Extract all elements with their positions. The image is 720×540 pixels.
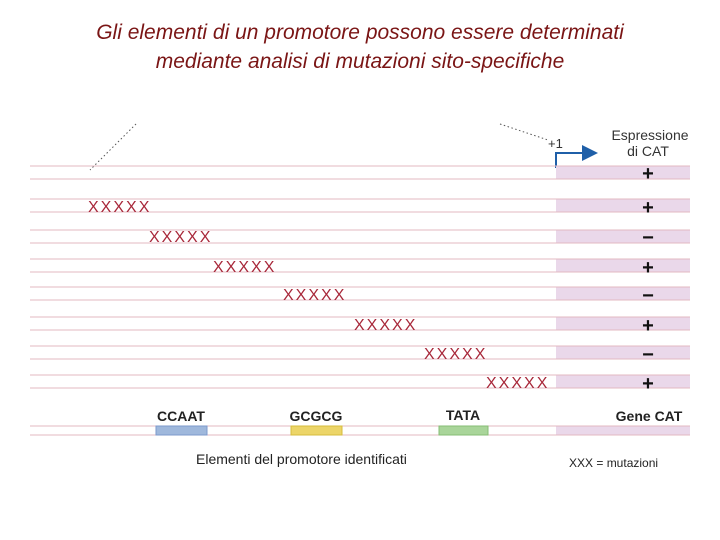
title-line-1: Gli elementi di un promotore possono ess… (96, 21, 624, 44)
gene-region (556, 375, 690, 388)
transcription-start-label: +1 (548, 136, 563, 151)
expression-result: − (642, 227, 654, 249)
expression-result: − (642, 285, 654, 307)
construct-row: XXXXX + (30, 197, 690, 219)
construct-row: + (30, 163, 690, 185)
gene-region (556, 259, 690, 272)
mutation-marker: XXXXX (88, 199, 151, 216)
construct-row: XXXXX + (30, 257, 690, 279)
expression-result: + (642, 373, 654, 395)
title-line-2: mediante analisi di mutazioni sito-speci… (155, 50, 565, 73)
expression-result: + (642, 197, 654, 219)
gene-region (556, 166, 690, 179)
caption: Elementi del promotore identificati (196, 451, 407, 467)
gene-region (556, 287, 690, 300)
mutation-marker: XXXXX (486, 375, 549, 392)
expression-header-line-1: Espressione (611, 127, 688, 143)
gene-region (556, 230, 690, 243)
mutation-marker: XXXXX (149, 229, 212, 246)
expression-result: − (642, 344, 654, 366)
mutation-marker: XXXXX (283, 287, 346, 304)
mutation-marker: XXXXX (354, 317, 417, 334)
construct-rows: + XXXXX + XXXXX − XXXXX + XXXX (30, 163, 690, 395)
ccaat-label: CCAAT (157, 408, 205, 424)
expression-result: + (642, 257, 654, 279)
mutation-marker: XXXXX (213, 259, 276, 276)
dotted-line-right (499, 123, 549, 141)
gene-region (556, 426, 690, 435)
construct-row: XXXXX + (30, 373, 690, 395)
gene-cat-label: Gene CAT (616, 408, 683, 424)
gene-region (556, 199, 690, 212)
gene-region (556, 346, 690, 359)
page-title: Gli elementi di un promotore possono ess… (0, 18, 720, 76)
identified-elements: CCAAT GCGCG TATA Gene CAT (30, 407, 690, 436)
expression-header-line-2: di CAT (627, 143, 669, 159)
tata-box (438, 425, 489, 436)
transcription-start-arrow (555, 145, 598, 168)
construct-row: XXXXX − (30, 227, 690, 249)
expression-result: + (642, 315, 654, 337)
tata-label: TATA (446, 407, 480, 423)
gene-region (556, 317, 690, 330)
legend: XXX = mutazioni (569, 456, 658, 470)
dotted-line-left (89, 123, 137, 171)
construct-row: XXXXX − (30, 344, 690, 366)
gcgcg-label: GCGCG (290, 408, 343, 424)
ccaat-box (155, 425, 208, 436)
mutation-marker: XXXXX (424, 346, 487, 363)
expression-result: + (642, 163, 654, 185)
gcgcg-box (290, 425, 343, 436)
construct-row: XXXXX + (30, 315, 690, 337)
construct-row: XXXXX − (30, 285, 690, 307)
